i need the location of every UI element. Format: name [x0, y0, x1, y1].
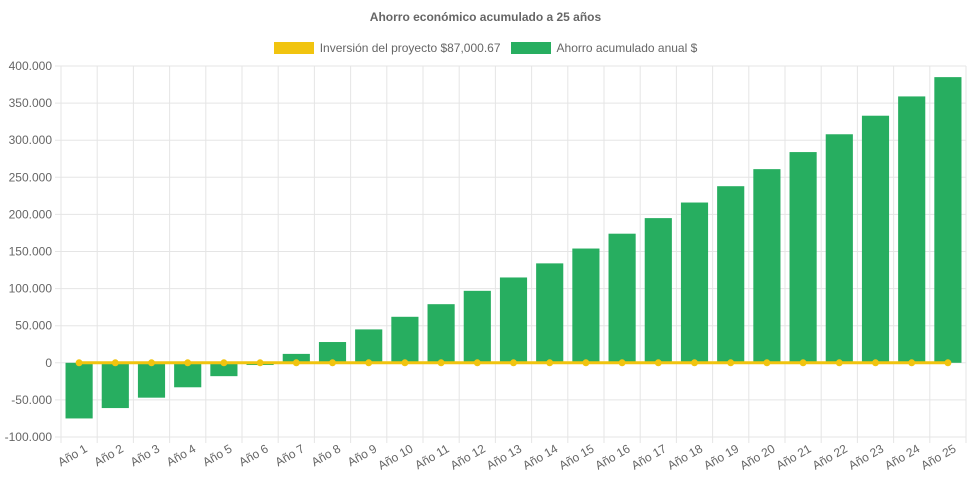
point-inversion: [220, 359, 228, 367]
point-inversion: [654, 359, 662, 367]
point-inversion: [111, 359, 119, 367]
point-inversion: [908, 359, 916, 367]
legend-swatch-savings: [510, 42, 551, 54]
x-tick-label: Año 17: [629, 441, 669, 472]
x-tick-label: Año 6: [236, 441, 270, 469]
x-tick-label: Año 14: [520, 441, 560, 472]
legend-label-investment: Inversión del proyecto $87,000.67: [319, 41, 501, 55]
bar-ahorro: [174, 362, 202, 388]
x-tick-label: Año 22: [810, 441, 850, 472]
x-tick-label: Año 21: [774, 441, 814, 472]
legend: Inversión del proyecto $87,000.67 Ahorro…: [0, 41, 971, 55]
bar-ahorro: [282, 353, 310, 363]
bar-ahorro: [789, 152, 817, 363]
bar-ahorro: [861, 115, 890, 363]
point-inversion: [510, 359, 517, 367]
x-tick-label: Año 25: [918, 441, 958, 472]
point-inversion: [582, 359, 590, 367]
bar-ahorro: [318, 342, 347, 363]
x-tick-label: Año 7: [273, 441, 307, 469]
point-inversion: [727, 359, 735, 367]
y-tick-label: 250.000: [9, 170, 53, 184]
x-tick-label: Año 5: [200, 441, 234, 469]
x-tick-label: Año 24: [882, 441, 922, 472]
point-inversion: [292, 359, 300, 367]
point-inversion: [437, 359, 445, 367]
bar-ahorro: [934, 77, 962, 363]
bar-ahorro: [608, 233, 636, 363]
legend-label-savings: Ahorro acumulado anual $: [556, 41, 698, 55]
x-tick-label: Año 11: [412, 441, 451, 472]
bar-ahorro: [137, 362, 166, 398]
point-inversion: [75, 359, 83, 367]
bar-ahorro: [898, 96, 926, 363]
y-tick-label: 350.000: [9, 96, 53, 110]
point-inversion: [944, 359, 952, 367]
y-tick-label: 150.000: [9, 245, 53, 259]
x-tick-label: Año 4: [164, 441, 198, 469]
bar-ahorro: [680, 202, 709, 363]
chart-title: Ahorro económico acumulado a 25 años: [369, 10, 602, 24]
bar-ahorro: [499, 277, 528, 363]
x-tick-label: Año 16: [593, 441, 633, 472]
point-inversion: [618, 359, 626, 367]
bar-ahorro: [536, 263, 564, 363]
bar-ahorro: [644, 218, 672, 363]
bar-ahorro: [355, 329, 383, 363]
x-tick-label: Año 1: [55, 441, 89, 469]
point-inversion: [691, 359, 698, 367]
legend-item-investment[interactable]: Inversión del proyecto $87,000.67: [273, 41, 501, 55]
x-tick-label: Año 19: [701, 441, 741, 472]
bar-ahorro: [65, 362, 93, 419]
y-tick-label: 300.000: [9, 133, 53, 147]
point-inversion: [401, 359, 409, 367]
bar-ahorro: [463, 290, 491, 363]
point-inversion: [763, 359, 771, 367]
point-inversion: [835, 359, 843, 367]
point-inversion: [256, 359, 264, 367]
point-inversion: [329, 359, 336, 367]
bar-ahorro: [753, 169, 781, 363]
point-inversion: [799, 359, 807, 367]
y-tick-label: 0: [45, 356, 52, 370]
x-tick-label: Año 20: [737, 441, 777, 472]
bar-ahorro: [427, 304, 455, 363]
point-inversion: [872, 359, 879, 367]
x-tick-label: Año 2: [92, 441, 126, 469]
point-inversion: [365, 359, 373, 367]
x-tick-label: Año 23: [846, 441, 886, 472]
bar-ahorro: [210, 362, 238, 377]
x-tick-label: Año 18: [665, 441, 705, 472]
bar-ahorro: [825, 134, 853, 363]
x-tick-label: Año 10: [375, 441, 415, 472]
bar-ahorro: [391, 316, 419, 363]
point-inversion: [184, 359, 192, 367]
point-inversion: [148, 359, 155, 367]
y-tick-label: 50.000: [15, 319, 52, 333]
y-tick-label: 200.000: [9, 207, 53, 221]
point-inversion: [473, 359, 481, 367]
x-tick-label: Año 12: [448, 441, 488, 472]
y-tick-label: -50.000: [11, 393, 52, 407]
x-tick-label: Año 9: [345, 441, 379, 469]
legend-swatch-investment: [273, 42, 314, 54]
bar-ahorro: [717, 186, 745, 363]
x-tick-label: Año 15: [556, 441, 596, 472]
x-tick-label: Año 8: [309, 441, 343, 469]
x-tick-label: Año 13: [484, 441, 524, 472]
x-tick-label: Año 3: [128, 441, 162, 469]
y-tick-label: -100.000: [5, 430, 53, 444]
legend-item-savings[interactable]: Ahorro acumulado anual $: [510, 41, 698, 55]
bar-ahorro: [572, 248, 600, 363]
y-tick-label: 400.000: [9, 59, 53, 73]
bar-ahorro: [101, 362, 129, 409]
y-tick-label: 100.000: [9, 282, 53, 296]
point-inversion: [546, 359, 554, 367]
